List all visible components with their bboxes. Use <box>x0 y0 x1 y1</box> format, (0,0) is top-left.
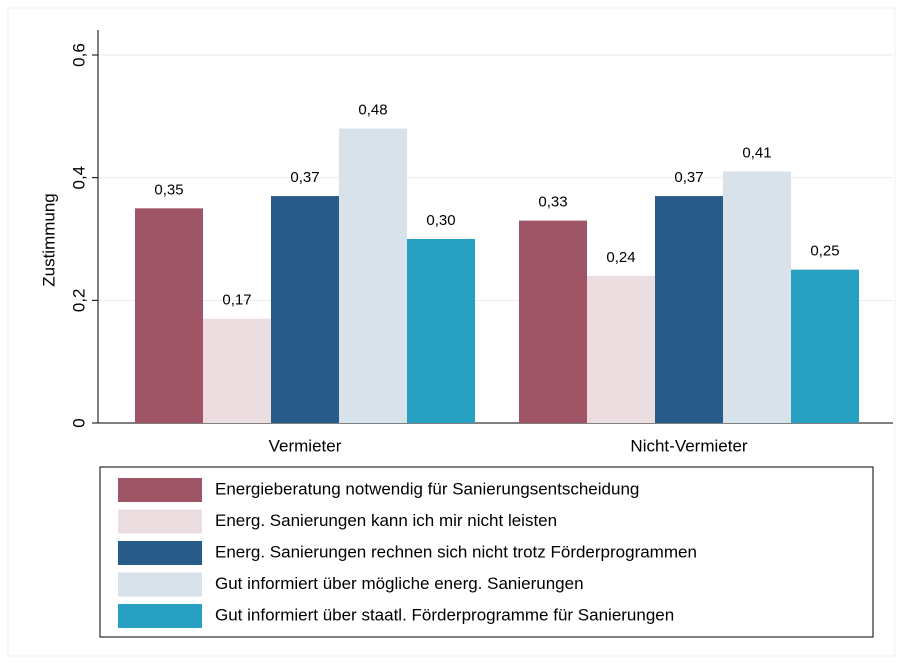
legend-swatch <box>118 541 202 565</box>
y-tick-label: 0 <box>69 418 88 427</box>
legend-label: Gut informiert über staatl. Förderprogra… <box>215 605 674 624</box>
legend-label: Energieberatung notwendig für Sanierungs… <box>215 479 639 498</box>
bar <box>271 196 339 423</box>
value-label: 0,37 <box>674 169 703 186</box>
value-label: 0,17 <box>222 292 251 309</box>
legend-swatch <box>118 604 202 628</box>
y-axis-label: Zustimmung <box>39 193 58 287</box>
legend-swatch <box>118 572 202 597</box>
legend-box <box>99 466 874 638</box>
value-label: 0,24 <box>606 249 635 266</box>
bar <box>203 318 271 423</box>
bar <box>135 208 203 423</box>
bar <box>723 171 791 423</box>
bar <box>791 269 859 423</box>
y-tick-label: 0,6 <box>69 43 88 67</box>
bar <box>339 128 407 423</box>
value-label: 0,25 <box>810 243 839 260</box>
value-label: 0,48 <box>358 102 387 119</box>
legend-label: Energ. Sanierungen kann ich mir nicht le… <box>215 511 557 530</box>
bar <box>407 239 475 423</box>
legend-swatch <box>118 509 202 534</box>
x-tick-label: Vermieter <box>269 436 342 455</box>
value-label: 0,41 <box>742 145 771 162</box>
legend-label: Energ. Sanierungen rechnen sich nicht tr… <box>215 542 697 561</box>
x-tick-label: Nicht-Vermieter <box>630 436 747 455</box>
y-tick-label: 0,4 <box>69 166 88 190</box>
y-tick-label: 0,2 <box>69 289 88 313</box>
value-label: 0,30 <box>426 212 455 229</box>
bar <box>519 220 587 423</box>
bar <box>655 196 723 423</box>
legend-label: Gut informiert über mögliche energ. Sani… <box>215 574 584 593</box>
bar <box>587 275 655 423</box>
value-label: 0,37 <box>290 169 319 186</box>
value-label: 0,33 <box>538 194 567 211</box>
legend-swatch <box>118 478 202 502</box>
value-label: 0,35 <box>154 181 183 198</box>
